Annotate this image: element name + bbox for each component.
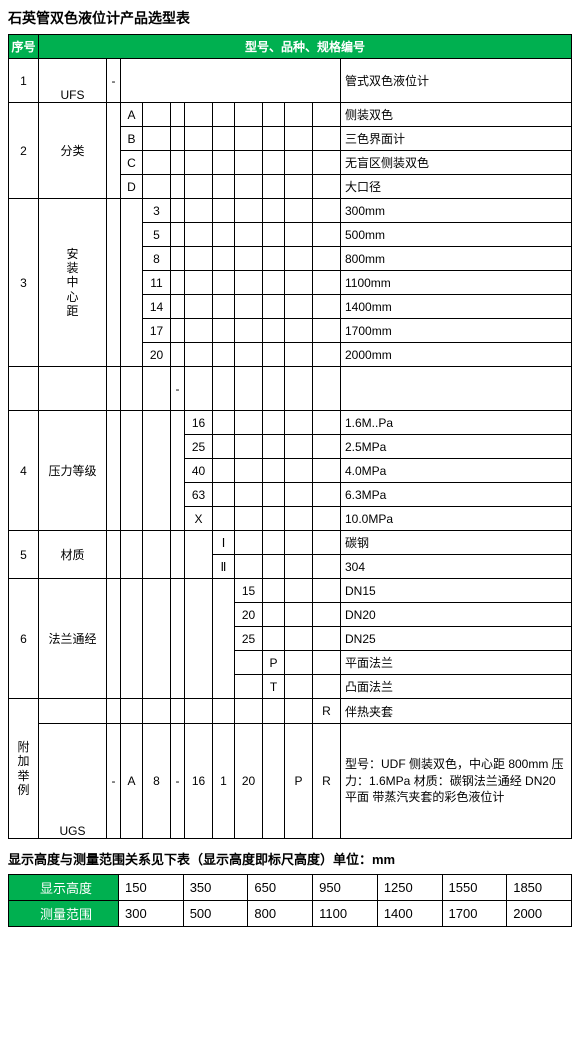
ex-c10: P (285, 724, 313, 839)
table-cell: 350 (183, 875, 248, 901)
small-h2: 测量范围 (9, 901, 119, 927)
ex-c7: 1 (213, 724, 235, 839)
table-cell: 800 (248, 901, 313, 927)
header-row: 序号 型号、品种、规格编号 (9, 35, 572, 59)
small-h1: 显示高度 (9, 875, 119, 901)
ex-c8: 20 (235, 724, 263, 839)
row-example: UGS - A 8 - 16 1 20 P R 型号：UDF 侧装双色，中心距 … (9, 724, 572, 839)
blank-1 (121, 59, 341, 103)
table-cell: 1700 (442, 901, 507, 927)
desc-extra: 伴热夹套 (341, 699, 572, 724)
ex-c11: R (313, 724, 341, 839)
table-cell: 150 (119, 875, 184, 901)
header-spec: 型号、品种、规格编号 (39, 35, 572, 59)
page-title: 石英管双色液位计产品选型表 (8, 8, 572, 28)
label-2: 分类 (39, 103, 107, 199)
seq-1: 1 (9, 59, 39, 103)
ex-c6: 16 (185, 724, 213, 839)
seq-2: 2 (9, 103, 39, 199)
blank-2-1 (107, 103, 121, 199)
desc-2b: 三色界面计 (341, 127, 572, 151)
seq-4: 4 (9, 411, 39, 531)
row-3-1: 3 安 装 中 心 距 3 300mm (9, 199, 572, 223)
code-2b: B (121, 127, 143, 151)
table-cell: 1400 (377, 901, 442, 927)
table-cell: 1850 (507, 875, 572, 901)
code-extra: R (313, 699, 341, 724)
row-extra: 附 加 举 例 R 伴热夹套 (9, 699, 572, 724)
code-3-1: 3 (143, 199, 171, 223)
ex-c2: - (107, 724, 121, 839)
table-cell: 1250 (377, 875, 442, 901)
desc-2c: 无盲区侧装双色 (341, 151, 572, 175)
code-ufs: UFS (39, 59, 107, 103)
dash-1: - (107, 59, 121, 103)
code-2d: D (121, 175, 143, 199)
desc-1: 管式双色液位计 (341, 59, 572, 103)
row-2a: 2 分类 A 侧装双色 (9, 103, 572, 127)
row-dash: - (9, 367, 572, 411)
code-2a: A (121, 103, 143, 127)
label-4: 压力等级 (39, 411, 107, 531)
label-6: 法兰通经 (39, 579, 107, 699)
table-cell: 650 (248, 875, 313, 901)
seq-6: 6 (9, 579, 39, 699)
range-table: 显示高度 150 350 650 950 1250 1550 1850 测量范围… (8, 874, 572, 927)
desc-3-1: 300mm (341, 199, 572, 223)
ex-c9 (263, 724, 285, 839)
ex-desc: 型号：UDF 侧装双色，中心距 800mm 压力：1.6MPa 材质：碳钢法兰通… (341, 724, 572, 839)
table-cell: 2000 (507, 901, 572, 927)
desc-2d: 大口径 (341, 175, 572, 199)
table-cell: 1100 (313, 901, 378, 927)
ex-c3: A (121, 724, 143, 839)
table-cell: 1550 (442, 875, 507, 901)
selection-table: 序号 型号、品种、规格编号 1 UFS - 管式双色液位计 2 分类 A 侧装双… (8, 34, 572, 839)
row-1: 1 UFS - 管式双色液位计 (9, 59, 572, 103)
table-cell: 950 (313, 875, 378, 901)
ex-c5: - (171, 724, 185, 839)
ex-c4: 8 (143, 724, 171, 839)
label-3: 安 装 中 心 距 (39, 199, 107, 367)
header-seq: 序号 (9, 35, 39, 59)
table-cell: 300 (119, 901, 184, 927)
table-cell: 500 (183, 901, 248, 927)
ex-c1: UGS (39, 724, 107, 839)
code-2c: C (121, 151, 143, 175)
label-example: 附 加 举 例 (9, 699, 39, 839)
seq-3: 3 (9, 199, 39, 367)
dash-mid: - (171, 367, 185, 411)
subtitle: 显示高度与测量范围关系见下表（显示高度即标尺高度）单位：mm (8, 849, 572, 868)
seq-5: 5 (9, 531, 39, 579)
desc-2a: 侧装双色 (341, 103, 572, 127)
label-5: 材质 (39, 531, 107, 579)
